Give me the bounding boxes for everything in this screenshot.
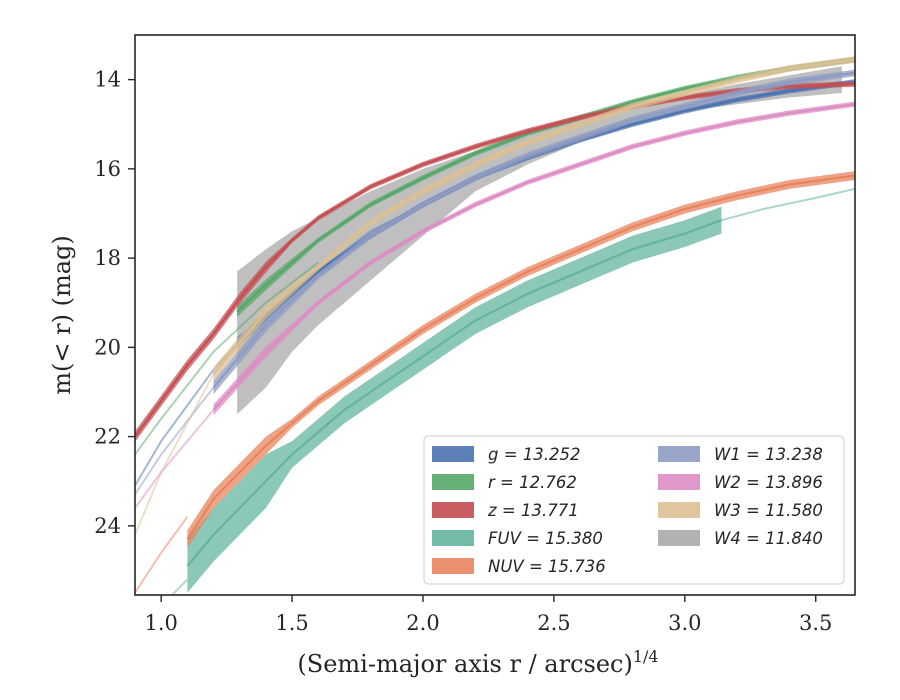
legend-label-4: NUV = 15.736	[488, 557, 606, 576]
x-tick-label-5: 3.5	[799, 611, 832, 635]
legend-label-2: z = 13.771	[487, 501, 579, 520]
curve-series-5	[212, 71, 855, 389]
faint-segment-series-4	[135, 516, 189, 594]
legend-swatch-0	[432, 446, 474, 462]
x-axis-label: (Semi-major axis r / arcsec)1/4	[297, 647, 658, 678]
legend-swatch-8	[658, 530, 700, 546]
legend-label-5: W1 = 13.238	[714, 445, 823, 464]
faint-segment-series-1	[135, 261, 319, 455]
curve-band-series-3	[187, 206, 722, 593]
y-tick-label-1: 16	[94, 157, 121, 181]
faint-segment-series-5	[135, 386, 215, 496]
y-tick-label-4: 22	[94, 425, 121, 449]
x-tick-label-4: 3.0	[668, 611, 701, 635]
legend-swatch-7	[658, 502, 700, 518]
curve-series-7	[212, 58, 855, 375]
legend-swatch-1	[432, 474, 474, 490]
faint-tail-series-3	[721, 187, 855, 222]
y-tick-label-2: 18	[94, 246, 121, 270]
y-tick-label-5: 24	[94, 514, 121, 538]
faint-segment-series-3	[170, 578, 189, 595]
y-axis-label: m(< r) (mag)	[48, 235, 76, 394]
plot-frame	[134, 34, 856, 596]
curves	[135, 56, 855, 595]
y-tick-label-0: 14	[94, 68, 121, 92]
x-tick-label-2: 2.0	[406, 611, 439, 635]
curve-series-2	[135, 83, 855, 438]
legend-label-1: r = 12.762	[488, 473, 577, 492]
legend-box	[423, 435, 845, 585]
curve-series-4	[186, 174, 855, 540]
legend-swatch-4	[432, 558, 474, 574]
legend-swatch-5	[658, 446, 700, 462]
x-tick-label-3: 2.5	[537, 611, 570, 635]
legend-swatch-6	[658, 474, 700, 490]
legend: g = 13.252 r = 12.762 z = 13.771 FUV = 15.3…	[423, 435, 845, 585]
legend-label-3: FUV = 15.380	[488, 529, 603, 548]
curve-series-3	[186, 219, 722, 567]
x-tick-label-0: 1.0	[144, 611, 177, 635]
legend-swatch-2	[432, 502, 474, 518]
curve-series-6	[212, 103, 855, 411]
faint-segment-series-7	[135, 373, 215, 536]
x-tick-label-1: 1.5	[275, 611, 308, 635]
y-axis-ticks: 14 16 18 20 22 24	[94, 68, 135, 538]
legend-label-6: W2 = 13.896	[714, 473, 823, 492]
legend-label-8: W4 = 11.840	[714, 529, 823, 548]
legend-label-7: W3 = 11.580	[714, 501, 823, 520]
legend-label-0: g = 13.252	[488, 445, 581, 464]
x-axis-ticks: 1.0 1.5 2.0 2.5 3.0 3.5	[144, 595, 832, 635]
y-tick-label-3: 20	[94, 335, 121, 359]
legend-swatch-3	[432, 530, 474, 546]
